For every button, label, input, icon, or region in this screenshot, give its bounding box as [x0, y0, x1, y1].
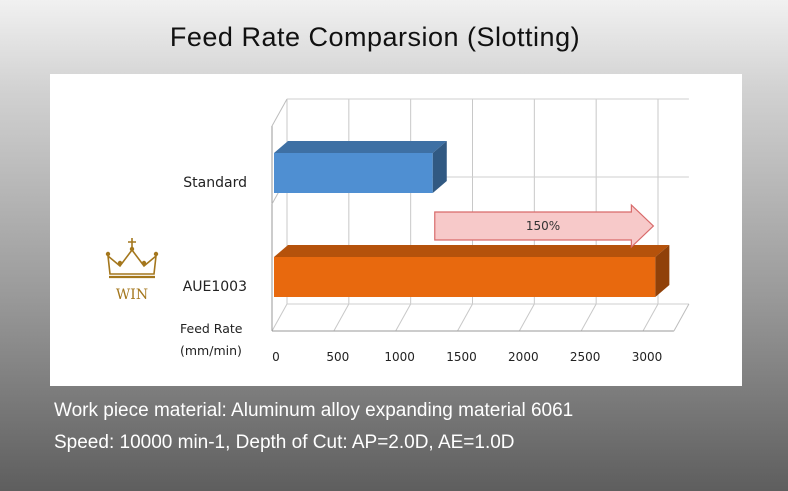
floor-gridline — [642, 303, 659, 332]
x-tick-label: 1500 — [446, 350, 477, 364]
bar-top-face — [274, 141, 447, 153]
bar-chart: 0 500 1000 1500 2000 2500 3000 Feed Rate (mm/min… — [105, 98, 690, 364]
category-label: AUE1003 — [183, 279, 247, 295]
axis-edge — [271, 98, 288, 127]
floor-gridline — [580, 303, 597, 332]
chart-panel: 0 500 1000 1500 2000 2500 3000 Feed Rate (mm/min… — [50, 74, 742, 386]
x-tick-label: 2500 — [570, 350, 601, 364]
crown-icon — [105, 238, 159, 279]
bar — [274, 153, 433, 193]
x-axis-label: Feed Rate — [180, 321, 243, 336]
floor-gridline — [457, 303, 473, 332]
annotation-label: 150% — [526, 219, 560, 233]
floor-gridline — [518, 303, 535, 332]
x-tick-label: 3000 — [632, 350, 663, 364]
category-label: Standard — [183, 175, 247, 191]
x-tick-label: 500 — [326, 350, 349, 364]
page-title: Feed Rate Comparsion (Slotting) — [169, 22, 581, 52]
bar-top-face — [274, 245, 670, 257]
floor-gridline — [271, 303, 288, 332]
cutting-conditions-note: Speed: 10000 min-1, Depth of Cut: AP=2.0… — [54, 432, 515, 453]
increase-arrow — [434, 203, 655, 249]
axis-edge — [673, 303, 690, 332]
x-tick-label: 2000 — [508, 350, 539, 364]
bar-side-face — [655, 245, 670, 297]
bar-side-face — [432, 141, 447, 193]
floor-gridline — [333, 303, 350, 332]
x-tick-label: 0 — [272, 350, 280, 364]
x-axis-label: (mm/min) — [180, 343, 242, 358]
floor-gridline — [395, 303, 412, 332]
x-tick-label: 1000 — [384, 350, 415, 364]
bar — [274, 257, 656, 297]
material-note: Work piece material: Aluminum alloy expa… — [54, 400, 574, 421]
win-badge-label: WIN — [116, 287, 148, 303]
